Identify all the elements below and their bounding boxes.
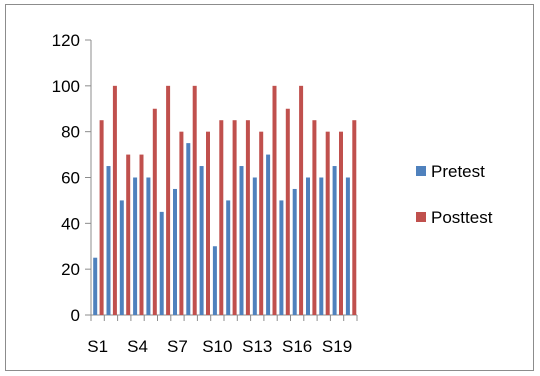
legend-label: Posttest xyxy=(431,208,493,227)
bar-posttest-s4 xyxy=(139,154,144,315)
y-tick-label: 60 xyxy=(61,169,80,188)
y-tick-label: 120 xyxy=(52,31,80,50)
bar-pretest-s8 xyxy=(186,143,191,315)
bar-posttest-s11 xyxy=(232,120,237,315)
bar-pretest-s9 xyxy=(199,166,204,315)
bar-posttest-s13 xyxy=(259,131,264,315)
bar-pretest-s1 xyxy=(93,257,98,315)
bar-posttest-s16 xyxy=(299,85,304,315)
y-tick-label: 40 xyxy=(61,214,80,233)
bar-posttest-s1 xyxy=(99,120,104,315)
legend: Pretest Posttest xyxy=(416,162,493,227)
bar-posttest-s6 xyxy=(166,85,171,315)
bar-posttest-s7 xyxy=(179,131,184,315)
bar-pretest-s19 xyxy=(332,166,337,315)
bar-pretest-s10 xyxy=(212,246,217,315)
bar-pretest-s14 xyxy=(266,154,271,315)
bar-pretest-s7 xyxy=(173,188,177,315)
bar-posttest-s18 xyxy=(325,131,330,315)
bar-posttest-s2 xyxy=(112,85,117,315)
x-tick-label: S13 xyxy=(242,337,272,356)
bar-posttest-s10 xyxy=(219,120,224,315)
bar-pretest-s5 xyxy=(146,177,151,315)
bar-pretest-s6 xyxy=(159,211,164,315)
chart-frame: 0 20 40 60 80 100 120 S1 S4 S7 S10 S13 S16 S19 Pretes… xyxy=(5,4,534,371)
x-tick-label: S7 xyxy=(167,337,188,356)
bar-posttest-s12 xyxy=(245,120,250,315)
bars xyxy=(93,85,357,315)
bar-pretest-s2 xyxy=(106,166,111,315)
bar-posttest-s8 xyxy=(192,85,197,315)
bar-pretest-s11 xyxy=(226,200,231,315)
y-tick-label: 0 xyxy=(71,306,80,325)
x-tick-label: S16 xyxy=(282,337,312,356)
bar-posttest-s17 xyxy=(312,120,317,315)
bar-posttest-s20 xyxy=(352,120,357,315)
legend-label: Pretest xyxy=(431,162,485,181)
bar-pretest-s4 xyxy=(133,177,138,315)
legend-item-posttest: Posttest xyxy=(416,208,493,227)
bar-posttest-s14 xyxy=(272,85,277,315)
bar-chart: 0 20 40 60 80 100 120 S1 S4 S7 S10 S13 S16 S19 Pretes… xyxy=(52,31,493,356)
y-tick-label: 20 xyxy=(61,260,80,279)
y-tick-label: 80 xyxy=(61,123,80,142)
legend-swatch xyxy=(416,212,426,222)
x-tick-label: S10 xyxy=(202,337,232,356)
bar-posttest-s5 xyxy=(152,108,157,315)
axes: 0 20 40 60 80 100 120 S1 S4 S7 S10 S13 S16 S19 xyxy=(52,31,358,356)
bar-pretest-s17 xyxy=(306,177,310,315)
bar-posttest-s9 xyxy=(206,131,210,315)
bar-pretest-s13 xyxy=(252,177,257,315)
bar-pretest-s16 xyxy=(292,188,297,315)
bar-pretest-s15 xyxy=(279,200,284,315)
bar-pretest-s3 xyxy=(119,200,124,315)
bar-posttest-s19 xyxy=(339,131,343,315)
bar-pretest-s20 xyxy=(345,177,350,315)
y-tick-label: 100 xyxy=(52,77,80,96)
bar-posttest-s3 xyxy=(126,154,131,315)
legend-swatch xyxy=(416,166,426,176)
x-tick-label: S1 xyxy=(87,337,108,356)
bar-pretest-s12 xyxy=(239,166,244,315)
x-tick-label: S19 xyxy=(322,337,352,356)
bar-pretest-s18 xyxy=(319,177,324,315)
legend-item-pretest: Pretest xyxy=(416,162,485,181)
x-tick-label: S4 xyxy=(127,337,148,356)
bar-posttest-s15 xyxy=(285,108,290,315)
